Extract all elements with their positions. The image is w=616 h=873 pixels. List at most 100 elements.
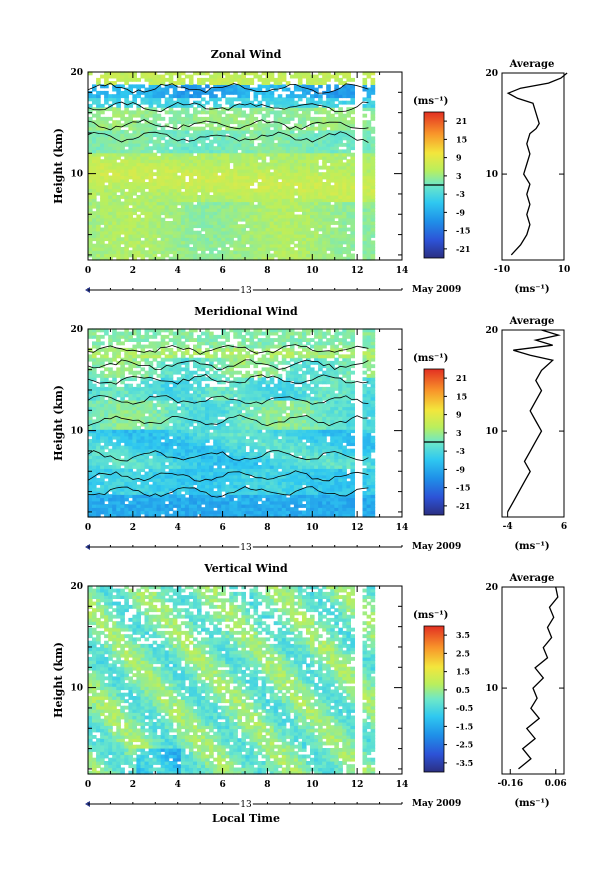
heatmap-cell	[136, 152, 141, 157]
heatmap-cell	[342, 191, 347, 196]
heatmap-cell	[100, 129, 105, 134]
heatmap-cell	[160, 491, 166, 495]
heatmap-cell	[193, 504, 198, 508]
heatmap-cell	[322, 221, 327, 225]
heatmap-cell	[322, 201, 327, 206]
heatmap-cell	[100, 445, 105, 450]
heatmap-cell	[136, 162, 141, 167]
heatmap-cell	[156, 188, 162, 193]
heatmap-cell	[132, 100, 137, 105]
heatmap-cell	[229, 195, 234, 199]
heatmap-cell	[269, 172, 275, 177]
heatmap-cell	[257, 217, 263, 222]
heatmap-cell	[237, 224, 242, 229]
heatmap-cell	[88, 195, 93, 199]
heatmap-cell	[257, 74, 263, 79]
heatmap-cell	[193, 159, 198, 164]
heatmap-cell	[92, 234, 97, 238]
heatmap-cell	[213, 182, 218, 186]
heatmap-cell	[136, 178, 141, 183]
heatmap-cell	[184, 146, 190, 151]
heatmap-cell	[229, 217, 234, 222]
heatmap-cell	[366, 201, 372, 206]
heatmap-cell	[193, 448, 198, 453]
heatmap-cell	[100, 247, 105, 251]
heatmap-cell	[221, 136, 226, 141]
heatmap-cell	[297, 198, 303, 203]
heatmap-cell	[249, 146, 255, 151]
heatmap-cell	[100, 478, 105, 482]
heatmap-cell	[322, 188, 327, 193]
heatmap-cell	[201, 162, 206, 167]
heatmap-cell	[124, 90, 129, 95]
heatmap-cell	[257, 195, 263, 199]
heatmap-cell	[297, 185, 303, 190]
heatmap-cell	[269, 129, 275, 134]
heatmap-cell	[148, 416, 154, 421]
heatmap-cell	[104, 214, 109, 219]
heatmap-cell	[180, 439, 186, 443]
heatmap-cell	[269, 94, 275, 99]
heatmap-cell	[128, 84, 133, 89]
heatmap-cell	[197, 175, 202, 180]
heatmap-cell	[172, 380, 178, 385]
heatmap-cell	[132, 364, 137, 369]
heatmap-cell	[261, 256, 267, 261]
heatmap-cell	[277, 149, 283, 154]
heatmap-cell	[265, 204, 271, 209]
heatmap-cell	[108, 367, 113, 372]
heatmap-cell	[120, 77, 125, 82]
heatmap-cell	[314, 217, 319, 222]
heatmap-cell	[245, 126, 250, 131]
heatmap-cell	[285, 243, 291, 248]
heatmap-cell	[116, 110, 121, 115]
average-profile-line	[506, 72, 568, 256]
heatmap-cell	[180, 452, 186, 456]
heatmap-cell	[156, 445, 162, 450]
heatmap-cell	[128, 494, 133, 499]
heatmap-cell	[326, 103, 331, 108]
heatmap-cell	[172, 429, 178, 434]
heatmap-cell	[172, 234, 178, 238]
heatmap-cell	[229, 81, 234, 85]
heatmap-cell	[334, 142, 339, 147]
heatmap-cell	[184, 253, 190, 258]
heatmap-cell	[116, 103, 121, 108]
heatmap-cell	[338, 113, 343, 118]
heatmap-cell	[132, 386, 137, 391]
heatmap-cell	[293, 162, 299, 167]
heatmap-cell	[112, 465, 117, 469]
heatmap-cell	[88, 494, 93, 499]
heatmap-cell	[334, 221, 339, 225]
heatmap-cell	[338, 139, 343, 144]
heatmap-cell	[237, 90, 242, 95]
heatmap-cell	[88, 373, 93, 378]
heatmap-cell	[241, 208, 246, 212]
heatmap-cell	[342, 81, 347, 85]
heatmap-cell	[116, 487, 121, 492]
heatmap-cell	[188, 234, 194, 238]
heatmap-cell	[92, 188, 97, 193]
heatmap-cell	[96, 425, 101, 430]
heatmap-cell	[136, 513, 141, 518]
heatmap-cell	[140, 185, 146, 190]
heatmap-cell	[96, 224, 101, 229]
heatmap-cell	[100, 425, 105, 430]
heatmap-cell	[140, 84, 146, 89]
heatmap-cell	[124, 481, 129, 486]
heatmap-cell	[318, 182, 323, 186]
heatmap-cell	[269, 71, 275, 76]
heatmap-cell	[172, 84, 178, 89]
heatmap-cell	[116, 478, 121, 482]
heatmap-cell	[116, 452, 121, 456]
heatmap-cell	[257, 243, 263, 248]
heatmap-cell	[136, 461, 141, 466]
heatmap-cell	[124, 406, 129, 411]
heatmap-cell	[201, 168, 206, 173]
heatmap-cell	[338, 168, 343, 173]
heatmap-cell	[293, 123, 299, 128]
heatmap-cell	[370, 77, 376, 82]
heatmap-cell	[92, 396, 97, 401]
heatmap-cell	[104, 168, 109, 173]
heatmap-cell	[152, 162, 158, 167]
